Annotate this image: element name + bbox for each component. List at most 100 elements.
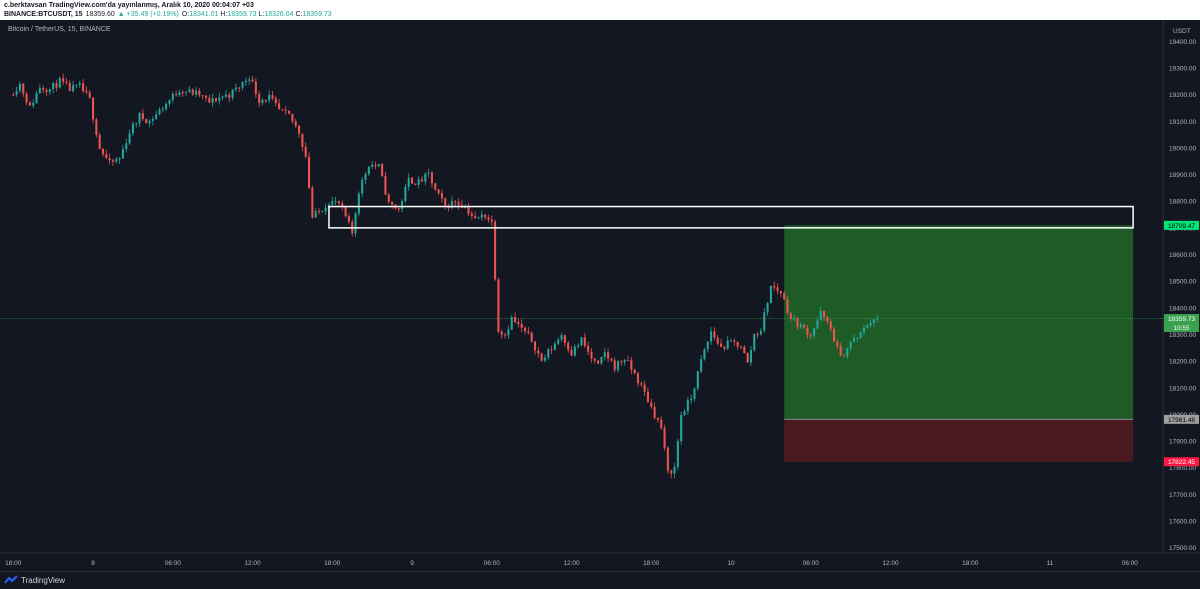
candle[interactable] xyxy=(238,87,241,89)
candle[interactable] xyxy=(783,293,786,300)
candle[interactable] xyxy=(145,118,148,124)
candle[interactable] xyxy=(603,352,606,357)
candle[interactable] xyxy=(258,94,261,103)
candle[interactable] xyxy=(593,358,596,361)
candle[interactable] xyxy=(640,383,643,385)
candle[interactable] xyxy=(417,179,420,185)
candle[interactable] xyxy=(188,89,191,92)
candle[interactable] xyxy=(839,346,842,356)
candle[interactable] xyxy=(540,353,543,361)
candle[interactable] xyxy=(617,361,620,370)
candle[interactable] xyxy=(204,95,208,98)
candle[interactable] xyxy=(567,343,570,350)
candle[interactable] xyxy=(520,323,523,328)
candle[interactable] xyxy=(381,163,384,176)
candle[interactable] xyxy=(165,103,168,109)
candle[interactable] xyxy=(111,160,115,162)
candle[interactable] xyxy=(636,373,640,384)
candle[interactable] xyxy=(494,221,497,280)
candle[interactable] xyxy=(42,88,45,90)
candle[interactable] xyxy=(872,319,875,323)
candle[interactable] xyxy=(161,108,164,110)
price-axis[interactable] xyxy=(1163,20,1200,571)
candle[interactable] xyxy=(779,290,782,294)
candle[interactable] xyxy=(650,402,653,407)
candle[interactable] xyxy=(746,353,749,363)
candle[interactable] xyxy=(653,406,656,418)
candle[interactable] xyxy=(776,287,779,291)
candle[interactable] xyxy=(613,360,616,370)
candle[interactable] xyxy=(680,414,683,442)
candle[interactable] xyxy=(676,441,679,467)
candle[interactable] xyxy=(268,95,271,101)
candle[interactable] xyxy=(799,324,802,328)
candle[interactable] xyxy=(763,312,766,331)
candle[interactable] xyxy=(856,337,859,339)
candle[interactable] xyxy=(105,154,108,159)
candle[interactable] xyxy=(307,156,311,188)
candle[interactable] xyxy=(607,352,610,359)
candle[interactable] xyxy=(367,166,370,174)
candle[interactable] xyxy=(301,133,304,147)
candle[interactable] xyxy=(191,89,194,95)
candle[interactable] xyxy=(444,198,447,206)
candle[interactable] xyxy=(85,90,88,93)
candle[interactable] xyxy=(514,317,517,323)
candle[interactable] xyxy=(693,388,696,399)
candle[interactable] xyxy=(527,331,530,333)
candle[interactable] xyxy=(175,94,178,96)
candle[interactable] xyxy=(281,109,284,111)
candle[interactable] xyxy=(474,215,477,218)
candle[interactable] xyxy=(68,82,71,92)
candle[interactable] xyxy=(148,120,151,124)
candle[interactable] xyxy=(789,313,792,319)
candle[interactable] xyxy=(517,322,520,324)
candle[interactable] xyxy=(221,96,224,98)
candle[interactable] xyxy=(251,79,254,82)
candle[interactable] xyxy=(25,93,28,103)
candle[interactable] xyxy=(477,217,480,219)
candle[interactable] xyxy=(630,360,633,370)
candle[interactable] xyxy=(195,90,198,95)
candle[interactable] xyxy=(244,80,247,82)
candle[interactable] xyxy=(324,207,327,212)
candle[interactable] xyxy=(118,158,121,160)
candle[interactable] xyxy=(347,216,350,222)
candle[interactable] xyxy=(22,83,25,94)
candle[interactable] xyxy=(48,89,51,93)
candle[interactable] xyxy=(480,214,483,218)
candle[interactable] xyxy=(803,324,806,328)
candle[interactable] xyxy=(374,164,377,166)
candle[interactable] xyxy=(829,321,832,329)
candle[interactable] xyxy=(178,92,181,95)
candle[interactable] xyxy=(560,335,563,340)
candle[interactable] xyxy=(62,77,65,82)
candle[interactable] xyxy=(557,339,560,344)
candle[interactable] xyxy=(523,327,527,332)
candle[interactable] xyxy=(88,92,91,98)
candle[interactable] xyxy=(377,163,380,166)
candle[interactable] xyxy=(710,331,713,342)
candle[interactable] xyxy=(816,320,819,329)
candle[interactable] xyxy=(131,123,134,134)
candle[interactable] xyxy=(371,164,374,167)
candle[interactable] xyxy=(384,175,387,195)
candle[interactable] xyxy=(587,345,590,352)
candle[interactable] xyxy=(726,340,729,349)
candle[interactable] xyxy=(234,87,237,90)
candle[interactable] xyxy=(759,330,762,335)
candle[interactable] xyxy=(533,341,537,351)
candle[interactable] xyxy=(547,349,550,358)
candle[interactable] xyxy=(125,143,128,150)
candle[interactable] xyxy=(610,358,613,361)
candle[interactable] xyxy=(756,334,759,336)
candle[interactable] xyxy=(254,81,257,95)
candle[interactable] xyxy=(341,203,344,207)
candle[interactable] xyxy=(331,201,334,205)
candle[interactable] xyxy=(18,83,21,91)
candle[interactable] xyxy=(646,391,649,403)
candle[interactable] xyxy=(121,149,124,159)
candle[interactable] xyxy=(241,81,244,88)
candle[interactable] xyxy=(78,83,81,85)
candle[interactable] xyxy=(819,310,822,321)
